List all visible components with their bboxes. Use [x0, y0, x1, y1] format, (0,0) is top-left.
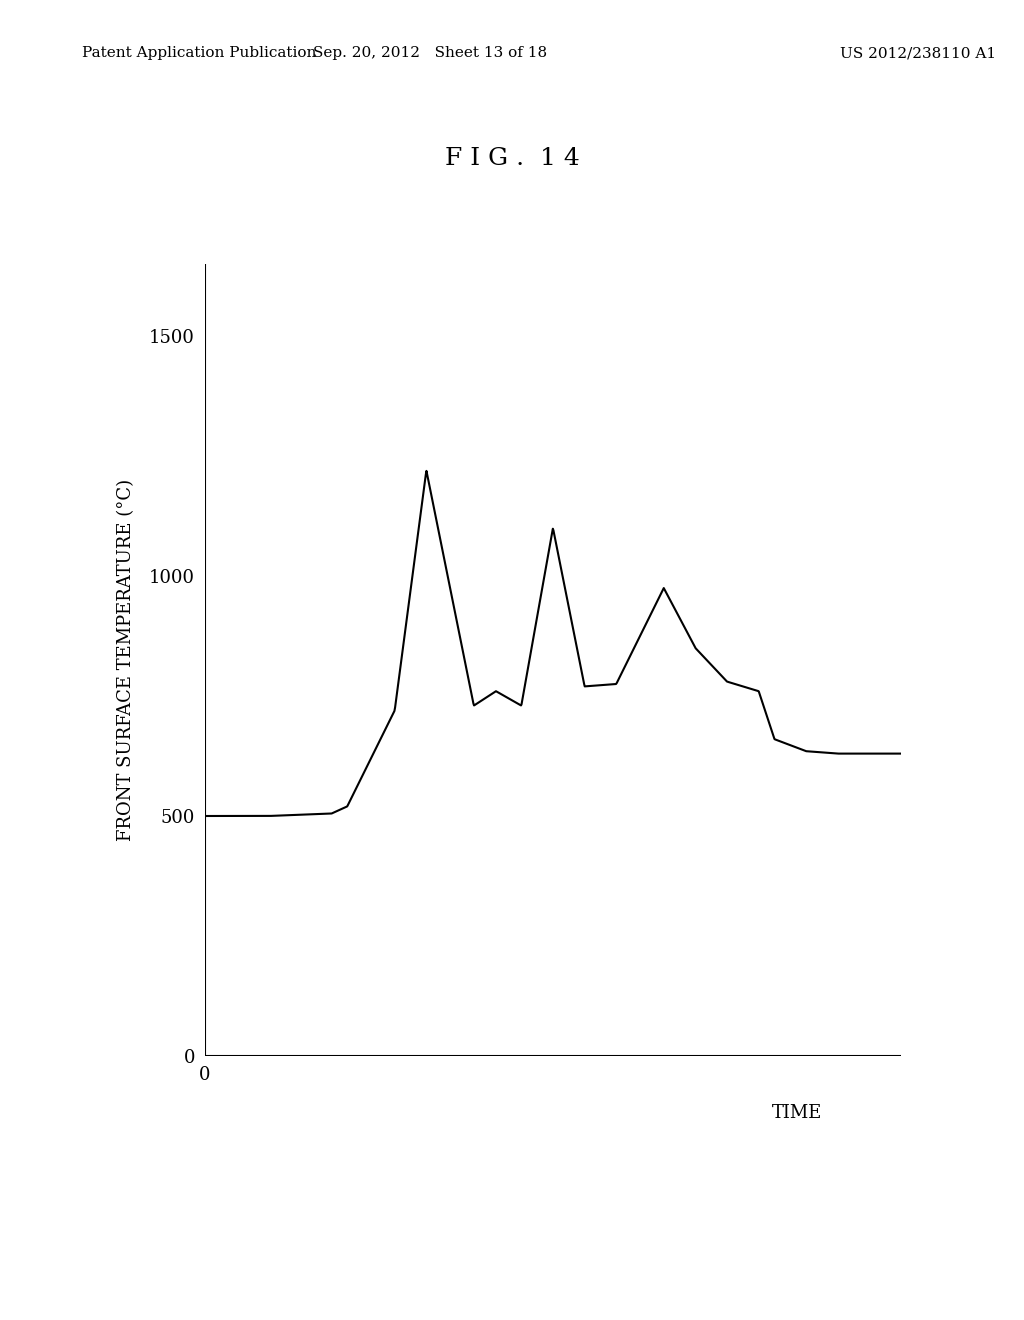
Y-axis label: FRONT SURFACE TEMPERATURE (°C): FRONT SURFACE TEMPERATURE (°C) — [117, 479, 135, 841]
Text: Sep. 20, 2012   Sheet 13 of 18: Sep. 20, 2012 Sheet 13 of 18 — [313, 46, 547, 61]
X-axis label: TIME: TIME — [771, 1104, 822, 1122]
Text: F I G .  1 4: F I G . 1 4 — [444, 147, 580, 170]
Text: US 2012/238110 A1: US 2012/238110 A1 — [840, 46, 995, 61]
Text: Patent Application Publication: Patent Application Publication — [82, 46, 316, 61]
